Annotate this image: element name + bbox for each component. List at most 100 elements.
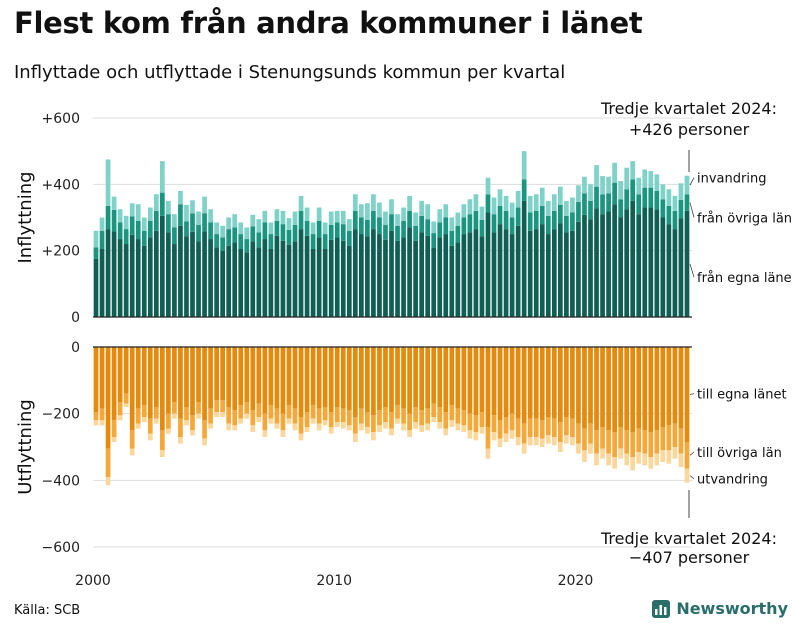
bar-segment [642, 347, 648, 431]
bar-segment [190, 347, 195, 416]
annotation-line: +426 personer [629, 120, 750, 139]
bar-segment [196, 211, 201, 225]
bar-segment [172, 413, 177, 419]
bar-segment [147, 207, 153, 221]
bar-segment [678, 199, 684, 219]
bar-segment [286, 244, 292, 317]
bar-segment [202, 438, 207, 446]
bar-segment [395, 418, 400, 424]
bar-segment [328, 347, 334, 412]
annotation-line: −407 personer [629, 548, 750, 567]
bar-segment [274, 235, 280, 317]
bar-segment [533, 194, 539, 211]
bar-segment [491, 214, 497, 233]
bar-segment [129, 203, 135, 217]
bar-segment [503, 229, 509, 317]
bar-segment [214, 247, 219, 317]
bar-segment [304, 220, 310, 236]
bar-segment [551, 229, 557, 317]
bar-segment [443, 428, 449, 436]
bar-segment [147, 237, 153, 317]
bar-segment [268, 347, 274, 406]
bar-segment [105, 229, 111, 317]
bar-segment [359, 408, 364, 424]
y-axis-label: Inflyttning [15, 171, 36, 263]
bar-segment [600, 427, 605, 449]
bar-segment [214, 412, 219, 417]
bar-segment [401, 237, 406, 317]
bar-segment [389, 214, 394, 231]
brand-logo: Newsworthy [652, 599, 788, 618]
bar-segment [160, 215, 165, 317]
bar-segment [105, 205, 111, 230]
bar-segment [184, 236, 189, 317]
bar-segment [582, 176, 587, 194]
bar-segment [419, 425, 424, 432]
bar-segment [618, 199, 623, 218]
bar-segment [485, 448, 491, 459]
bar-segment [576, 443, 581, 454]
bar-segment [310, 234, 316, 249]
bar-segment [105, 159, 111, 206]
bar-segment [533, 229, 539, 317]
bar-segment [545, 347, 551, 417]
bar-segment [250, 410, 256, 426]
bar-segment [558, 204, 563, 224]
bar-segment [449, 230, 455, 246]
bar-segment [371, 210, 376, 230]
bar-segment [485, 347, 491, 427]
bar-segment [172, 347, 177, 402]
bar-segment [515, 347, 521, 419]
bar-segment [334, 237, 340, 317]
bar-segment [570, 230, 575, 317]
bar-segment [648, 171, 654, 188]
bar-segment [172, 214, 177, 228]
bar-segment [467, 214, 473, 233]
brand-name: Newsworthy [676, 599, 788, 618]
bar-segment [582, 193, 587, 215]
bar-segment [395, 347, 400, 406]
series-label: invandring [697, 172, 766, 187]
bar-segment [214, 234, 219, 248]
y-tick-label: +200 [42, 244, 80, 260]
bar-segment [564, 435, 569, 444]
bar-segment [280, 240, 286, 317]
bar-segment [570, 347, 575, 419]
bar-segment [672, 229, 678, 317]
bar-segment [190, 231, 195, 317]
bar-segment [334, 407, 340, 422]
bar-segment [630, 200, 636, 317]
bar-segment [286, 229, 292, 245]
bar-segment [153, 407, 159, 419]
y-axis-label: Utflyttning [15, 399, 36, 495]
bar-segment [437, 237, 443, 317]
bar-segment [491, 197, 497, 215]
bar-segment [328, 239, 334, 317]
bar-segment [256, 403, 262, 417]
bar-segment [292, 423, 298, 431]
bar-segment [304, 427, 310, 432]
bar-segment [310, 418, 316, 424]
bar-segment [594, 430, 599, 454]
bar-segment [123, 393, 129, 404]
bar-segment [497, 420, 503, 439]
bar-segment [244, 413, 250, 419]
bar-segment [449, 405, 455, 421]
label-leader [689, 263, 695, 278]
bar-segment [509, 430, 515, 439]
bar-segment [322, 420, 328, 426]
bar-segment [262, 222, 268, 240]
bar-segment [648, 432, 654, 457]
bar-segment [485, 427, 491, 449]
bar-segment [190, 430, 195, 436]
bar-segment [618, 448, 623, 459]
bar-segment [594, 453, 599, 466]
series-label: från övriga län [697, 212, 792, 227]
bar-segment [190, 415, 195, 431]
bar-segment [220, 250, 225, 317]
bar-segment [660, 450, 666, 462]
bar-segment [117, 239, 123, 317]
bar-segment [491, 347, 497, 416]
bar-segment [660, 427, 666, 451]
